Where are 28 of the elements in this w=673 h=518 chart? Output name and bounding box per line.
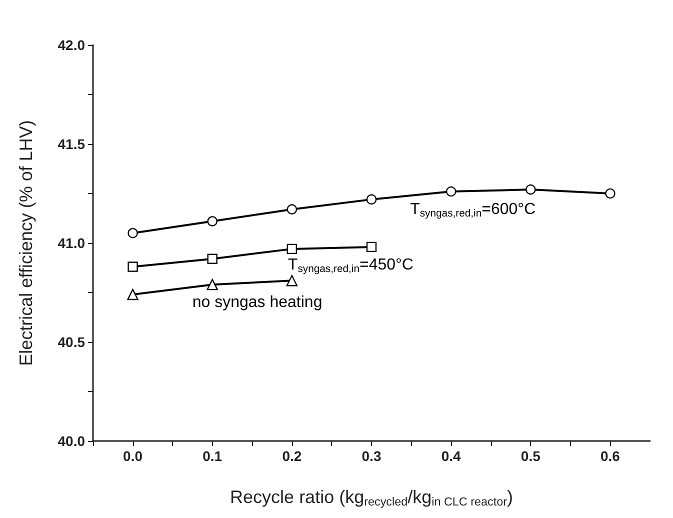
x-tick-label: 0.5: [520, 448, 541, 464]
point: [366, 242, 377, 252]
point: [605, 188, 616, 199]
point: [286, 275, 298, 286]
x-tick-label: 0.6: [600, 448, 620, 464]
point: [128, 262, 138, 272]
point: [526, 184, 536, 195]
y-tick-label: 42.0: [58, 37, 86, 53]
point: [127, 288, 138, 300]
x-tick-label: 0.3: [362, 448, 382, 464]
y-tick-label: 41.5: [58, 136, 86, 152]
point: [128, 228, 138, 238]
y-tick-label: 40.5: [58, 334, 86, 350]
point: [286, 204, 298, 214]
point: [206, 278, 218, 290]
x-tick-label: 0.1: [202, 448, 222, 464]
x-tick-label: 0.4: [441, 448, 462, 464]
point: [207, 254, 218, 264]
x-tick-label: 0.2: [282, 448, 302, 464]
y-axis-title: Electrical efficiency (% of LHV): [16, 120, 36, 366]
y-tick-label: 40.0: [58, 433, 86, 449]
point: [446, 186, 456, 197]
y-tick-label: 41.0: [58, 235, 86, 251]
point: [207, 216, 218, 226]
point: [286, 244, 298, 254]
x-tick-label: 0.0: [123, 448, 143, 464]
series-label: no syngas heating: [192, 294, 322, 312]
point: [366, 194, 377, 205]
